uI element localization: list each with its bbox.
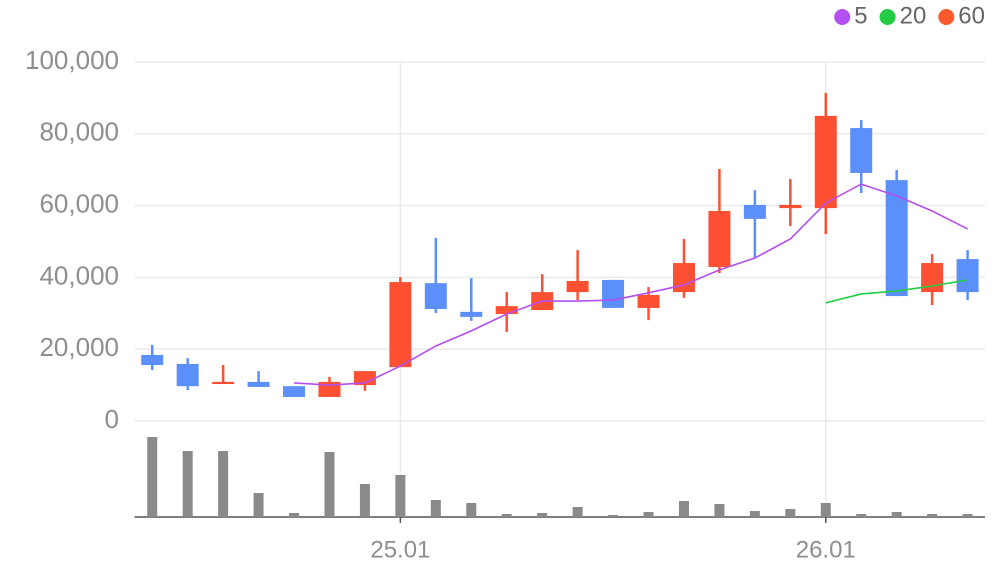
- volume-bar: [608, 515, 619, 517]
- volume-bar: [891, 512, 902, 517]
- candle-body: [566, 280, 589, 293]
- volume-bar: [678, 501, 689, 517]
- volume-bar: [572, 507, 583, 517]
- volume-bar: [962, 514, 973, 517]
- volume-bar: [749, 511, 760, 517]
- y-tick-label: 100,000: [25, 45, 119, 75]
- candle-body: [708, 210, 731, 267]
- volume-bar: [395, 475, 406, 517]
- y-tick-label: 80,000: [39, 117, 119, 147]
- candle-body: [779, 204, 802, 209]
- candle-body: [424, 283, 447, 309]
- volume-bar: [182, 451, 193, 517]
- candle-body: [353, 371, 376, 386]
- ma-line: [825, 279, 968, 304]
- candle-body: [495, 306, 518, 315]
- candle-body: [141, 354, 164, 365]
- volume-bar: [785, 509, 796, 517]
- legend-marker: [879, 9, 896, 25]
- volume-bar: [501, 514, 512, 517]
- volume-bar: [253, 493, 264, 517]
- candle-body: [176, 363, 199, 387]
- legend-label: 60: [958, 2, 985, 29]
- y-tick-label: 60,000: [39, 188, 119, 218]
- y-tick-label: 40,000: [39, 260, 119, 290]
- legend-marker: [938, 9, 955, 25]
- legend-label: 20: [900, 2, 927, 29]
- x-tick-label: 26.01: [796, 536, 856, 563]
- candle-body: [956, 259, 979, 293]
- volume-bar: [820, 503, 831, 517]
- volume-bar: [927, 514, 938, 517]
- volume-bar: [430, 500, 441, 517]
- candle-body: [283, 386, 306, 397]
- volume-bar: [714, 504, 725, 517]
- volume-bar: [359, 484, 370, 517]
- volume-bar: [643, 512, 654, 517]
- volume-bar: [218, 451, 229, 517]
- candle-body: [850, 128, 873, 173]
- candle-body: [672, 263, 695, 293]
- volume-bar: [856, 514, 867, 517]
- volume-bar: [324, 452, 335, 517]
- candle-body: [602, 279, 625, 308]
- candle-body: [389, 282, 412, 368]
- candle-body: [885, 180, 908, 297]
- candle-body: [212, 381, 235, 385]
- legend-label: 5: [854, 2, 867, 29]
- candle-body: [637, 294, 660, 308]
- candle-body: [743, 204, 766, 219]
- volume-bar: [537, 513, 548, 517]
- y-tick-label: 20,000: [39, 332, 119, 362]
- candle-body: [460, 311, 483, 317]
- candle-body: [318, 381, 341, 397]
- legend-marker: [834, 9, 851, 25]
- volume-bar: [466, 503, 477, 517]
- volume-bar: [289, 513, 300, 517]
- x-tick-label: 25.01: [370, 536, 430, 563]
- y-tick-label: 0: [105, 404, 119, 434]
- candle-body: [247, 381, 270, 387]
- ma-line: [293, 183, 968, 386]
- candle-body: [814, 115, 837, 209]
- volume-bar: [147, 437, 158, 517]
